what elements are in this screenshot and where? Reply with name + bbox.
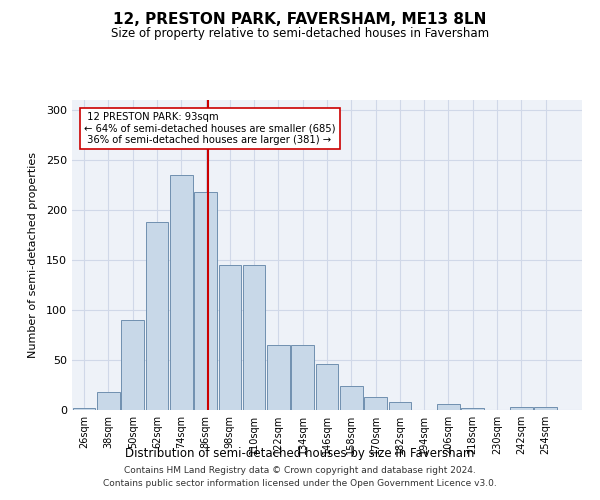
Bar [146, 222, 169, 410]
Bar [437, 404, 460, 410]
Bar [218, 265, 241, 410]
Text: 12 PRESTON PARK: 93sqm
← 64% of semi-detached houses are smaller (685)
 36% of s: 12 PRESTON PARK: 93sqm ← 64% of semi-det… [84, 112, 335, 145]
Text: Size of property relative to semi-detached houses in Faversham: Size of property relative to semi-detach… [111, 28, 489, 40]
Bar [461, 408, 484, 410]
Bar [267, 345, 290, 410]
Bar [534, 407, 557, 410]
Bar [97, 392, 120, 410]
Bar [170, 175, 193, 410]
Y-axis label: Number of semi-detached properties: Number of semi-detached properties [28, 152, 38, 358]
Bar [243, 265, 265, 410]
Bar [121, 320, 144, 410]
Text: Distribution of semi-detached houses by size in Faversham: Distribution of semi-detached houses by … [125, 448, 475, 460]
Bar [194, 192, 217, 410]
Bar [292, 345, 314, 410]
Bar [73, 408, 95, 410]
Bar [316, 364, 338, 410]
Bar [510, 407, 533, 410]
Text: Contains HM Land Registry data © Crown copyright and database right 2024.
Contai: Contains HM Land Registry data © Crown c… [103, 466, 497, 487]
Bar [364, 397, 387, 410]
Text: 12, PRESTON PARK, FAVERSHAM, ME13 8LN: 12, PRESTON PARK, FAVERSHAM, ME13 8LN [113, 12, 487, 28]
Bar [340, 386, 362, 410]
Bar [389, 402, 411, 410]
